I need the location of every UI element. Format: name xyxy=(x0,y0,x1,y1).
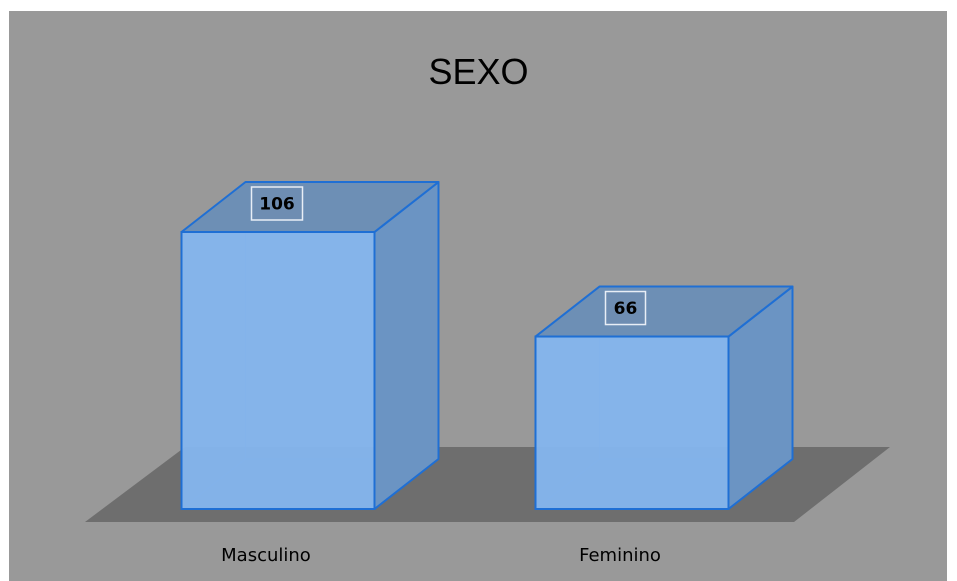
data-label-2: 66 xyxy=(604,290,647,326)
category-label: Masculino xyxy=(221,545,311,566)
bar-1 xyxy=(180,181,440,510)
data-label-box xyxy=(250,186,304,221)
data-label-text: 66 xyxy=(614,299,638,319)
bars-group xyxy=(180,181,794,510)
bar-side-face xyxy=(373,181,440,510)
bar-front-face xyxy=(180,231,376,510)
bar-front-face xyxy=(534,335,730,510)
chart-title: SEXO xyxy=(428,51,529,92)
data-label-1: 106 xyxy=(250,186,304,221)
data-label-text: 106 xyxy=(259,195,295,215)
data-label-box xyxy=(604,290,647,326)
labels-group: 106 Masculino 66 Feminino xyxy=(221,186,661,566)
category-label: Feminino xyxy=(579,545,661,566)
bar-2 xyxy=(534,285,794,510)
